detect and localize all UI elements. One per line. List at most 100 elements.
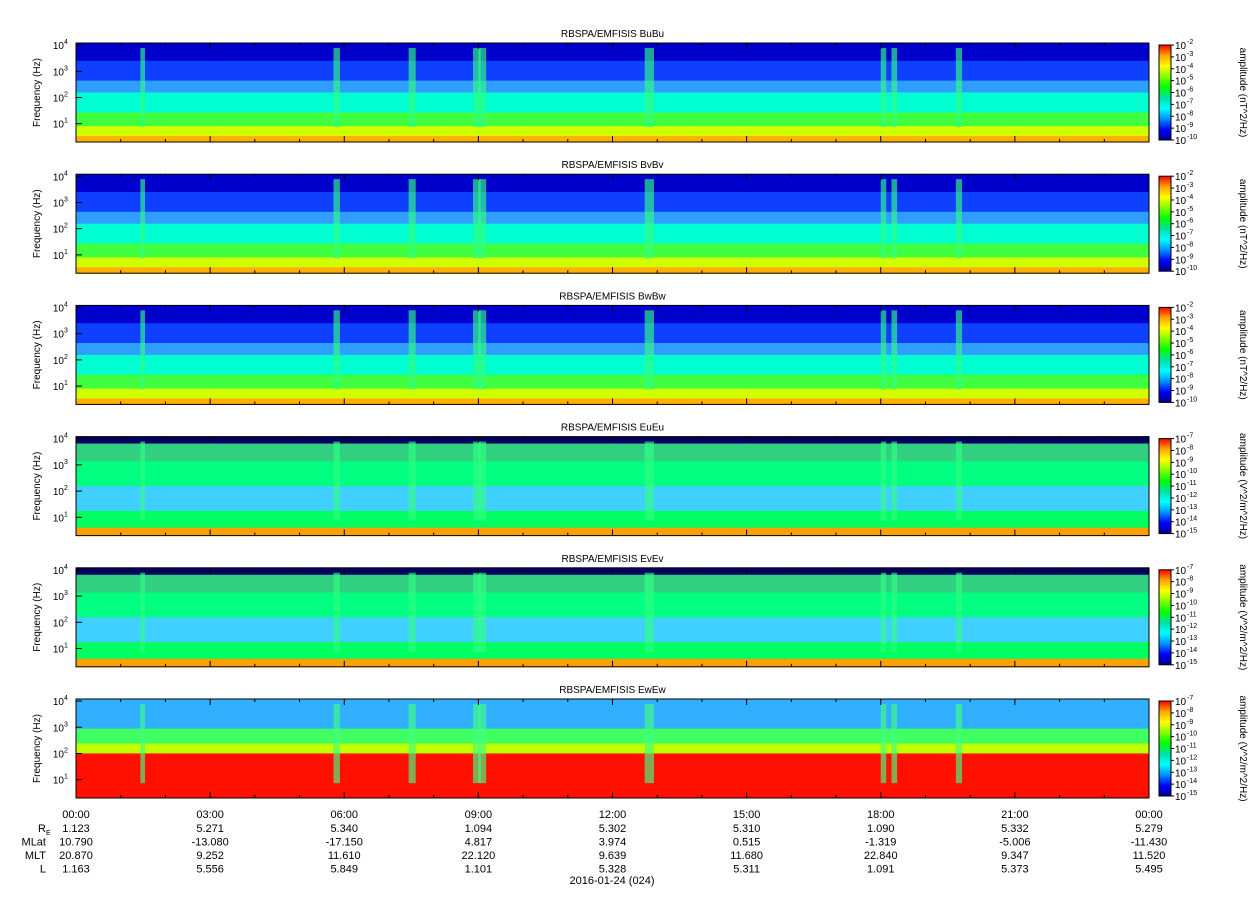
ephemeris-value: 0.515 xyxy=(733,837,761,849)
colorbar-tick-label: 10 xyxy=(1175,518,1187,529)
colorbar-tick-exponent: -9 xyxy=(1187,456,1193,463)
colorbar-tick-exponent: -6 xyxy=(1187,218,1193,225)
ephemeris-value: 1.094 xyxy=(465,823,493,835)
heatmap-band xyxy=(76,728,1149,745)
colorbar-tick-exponent: -10 xyxy=(1187,599,1197,606)
y-tick-exponent: 3 xyxy=(64,196,68,203)
colorbar xyxy=(1158,700,1172,797)
ephemeris-row-label: MLat xyxy=(22,837,46,849)
ephemeris-value: 9.347 xyxy=(1001,850,1029,862)
y-tick-exponent: 3 xyxy=(64,328,68,335)
ephemeris-value: 22.840 xyxy=(864,850,898,862)
x-tick-label: 18:00 xyxy=(867,809,895,821)
colorbar-tick-label: 10 xyxy=(1175,267,1187,278)
ephemeris-value: 3.974 xyxy=(599,837,627,849)
heatmap-band xyxy=(76,60,1149,82)
y-tick-label: 10 xyxy=(53,487,65,498)
ephemeris-row-label: L xyxy=(40,864,46,876)
colorbar-tick-exponent: -12 xyxy=(1187,492,1197,499)
heatmap-band xyxy=(76,486,1149,512)
colorbar-tick-label: 10 xyxy=(1175,243,1187,254)
y-tick-label: 10 xyxy=(53,120,65,131)
colorbar-tick-label: 10 xyxy=(1175,566,1187,577)
heatmap-area xyxy=(76,699,1149,799)
heatmap-feature xyxy=(955,703,963,784)
colorbar-tick-exponent: -6 xyxy=(1187,349,1193,356)
colorbar-label: amplitude (nT^2/Hz) xyxy=(1237,48,1248,138)
y-tick-label: 10 xyxy=(53,697,65,708)
colorbar-tick-label: 10 xyxy=(1175,780,1187,791)
heatmap-band xyxy=(76,192,1149,213)
y-tick-exponent: 2 xyxy=(64,91,68,98)
y-tick-label: 10 xyxy=(53,41,65,52)
colorbar-tick-label: 10 xyxy=(1175,136,1187,147)
y-tick-label: 10 xyxy=(53,513,65,524)
heatmap-feature xyxy=(880,703,887,784)
colorbar-tick-exponent: -10 xyxy=(1187,468,1197,475)
colorbar-tick-label: 10 xyxy=(1175,756,1187,767)
heatmap-feature xyxy=(478,310,487,390)
ephemeris-value: 20.870 xyxy=(59,850,93,862)
colorbar-tick-label: 10 xyxy=(1175,470,1187,481)
x-tick-label: 09:00 xyxy=(465,809,493,821)
heatmap-band xyxy=(76,92,1149,113)
heatmap-feature xyxy=(880,179,887,259)
colorbar-tick-exponent: -8 xyxy=(1187,241,1193,248)
y-axis-label: Frequency (Hz) xyxy=(32,189,43,258)
colorbar-tick-label: 10 xyxy=(1175,208,1187,219)
panel-title: RBSPA/EMFISIS EvEv xyxy=(561,554,663,565)
colorbar-label: amplitude (nT^2/Hz) xyxy=(1237,310,1248,400)
panel-title: RBSPA/EMFISIS EuEu xyxy=(561,423,664,434)
ephemeris-value: 5.332 xyxy=(1001,823,1029,835)
colorbar-tick-label: 10 xyxy=(1175,196,1187,207)
y-tick-label: 10 xyxy=(53,749,65,760)
heatmap-feature xyxy=(880,310,887,390)
heatmap-feature xyxy=(478,572,487,652)
y-tick-exponent: 1 xyxy=(64,642,68,649)
heatmap-feature xyxy=(478,47,487,128)
y-tick-label: 10 xyxy=(53,723,65,734)
colorbar-tick-exponent: -14 xyxy=(1187,516,1197,523)
x-tick-label: 06:00 xyxy=(330,809,358,821)
colorbar-tick-label: 10 xyxy=(1175,446,1187,457)
colorbar-tick-label: 10 xyxy=(1175,232,1187,243)
heatmap-feature xyxy=(880,572,887,652)
x-tick-label: 12:00 xyxy=(599,809,627,821)
ephemeris-value: 9.252 xyxy=(196,850,224,862)
heatmap-area xyxy=(76,305,1149,405)
colorbar-tick-label: 10 xyxy=(1175,649,1187,660)
heatmap-band xyxy=(76,461,1149,487)
colorbar-tick-label: 10 xyxy=(1175,482,1187,493)
ephemeris-value: 11.520 xyxy=(1133,850,1166,862)
ephemeris-value: 5.310 xyxy=(733,823,761,835)
y-tick-exponent: 2 xyxy=(64,354,68,361)
colorbar-tick-label: 10 xyxy=(1175,327,1187,338)
colorbar-tick-label: 10 xyxy=(1175,613,1187,624)
heatmap-feature xyxy=(644,47,654,128)
colorbar-tick-exponent: -5 xyxy=(1187,206,1193,213)
ephemeris-value: 5.556 xyxy=(196,864,224,876)
heatmap-feature xyxy=(473,572,481,652)
heatmap-feature xyxy=(955,179,963,259)
colorbar-tick-exponent: -2 xyxy=(1187,39,1193,46)
heatmap-band xyxy=(76,323,1149,344)
heatmap-band xyxy=(76,592,1149,618)
colorbar-tick-exponent: -15 xyxy=(1187,528,1197,535)
y-tick-exponent: 1 xyxy=(64,249,68,256)
colorbar-tick-label: 10 xyxy=(1175,601,1187,612)
heatmap-feature xyxy=(644,441,654,521)
y-tick-label: 10 xyxy=(53,93,65,104)
y-tick-exponent: 4 xyxy=(64,170,68,177)
heatmap-feature xyxy=(955,310,963,390)
heatmap-feature xyxy=(891,441,898,521)
colorbar-tick-exponent: -8 xyxy=(1187,576,1193,583)
colorbar xyxy=(1158,175,1172,272)
panel-title: RBSPA/EMFISIS BwBw xyxy=(559,291,666,302)
colorbar-tick-exponent: -9 xyxy=(1187,385,1193,392)
x-tick-label: 03:00 xyxy=(196,809,224,821)
y-tick-exponent: 3 xyxy=(64,721,68,728)
heatmap-feature xyxy=(408,47,416,128)
colorbar-tick-label: 10 xyxy=(1175,637,1187,648)
